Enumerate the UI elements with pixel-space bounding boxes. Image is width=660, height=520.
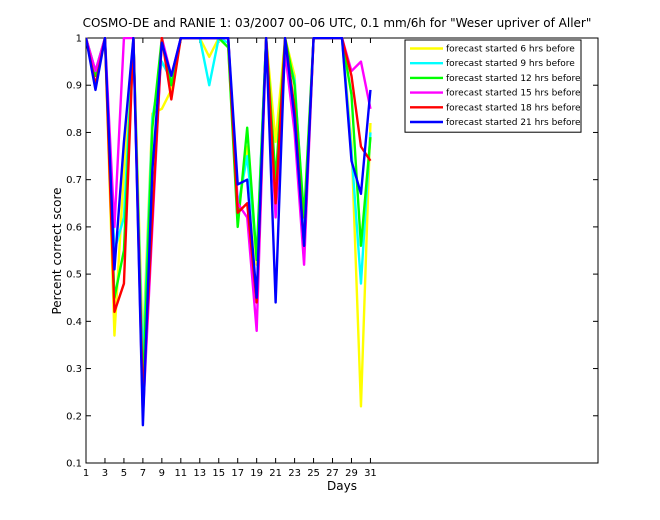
x-axis-label: Days bbox=[327, 479, 357, 493]
x-tick-label: 1 bbox=[83, 468, 89, 479]
legend-label: forecast started 18 hrs before bbox=[446, 103, 581, 113]
x-tick-label: 21 bbox=[269, 468, 282, 479]
legend-label: forecast started 15 hrs before bbox=[446, 89, 581, 99]
chart-title: COSMO-DE and RANIE 1: 03/2007 00–06 UTC,… bbox=[83, 16, 592, 30]
y-tick-label: 0.1 bbox=[66, 459, 82, 470]
x-tick-label: 19 bbox=[250, 468, 263, 479]
series-line-6 bbox=[86, 37, 372, 427]
x-tick-label: 7 bbox=[140, 468, 146, 479]
y-tick-label: 0.3 bbox=[66, 364, 82, 375]
y-tick-label: 0.9 bbox=[66, 81, 82, 92]
x-tick-label: 29 bbox=[345, 468, 358, 479]
x-tick-label: 5 bbox=[121, 468, 127, 479]
x-tick-label: 31 bbox=[364, 468, 377, 479]
x-tick-label: 15 bbox=[212, 468, 225, 479]
y-tick-label: 0.8 bbox=[66, 128, 82, 139]
y-tick-label: 0.6 bbox=[66, 222, 82, 233]
plot-area: 1 3 5 7 9 11 13 15 17 19 21 23 25 27 29 310.10.20.30.40… bbox=[66, 34, 599, 479]
legend-label: forecast started 21 hrs before bbox=[446, 118, 581, 128]
y-tick-label: 0.7 bbox=[66, 175, 82, 186]
y-tick-label: 0.2 bbox=[66, 411, 82, 422]
x-tick-label: 17 bbox=[231, 468, 244, 479]
legend-label: forecast started 6 hrs before bbox=[446, 45, 575, 55]
x-tick-label: 25 bbox=[307, 468, 320, 479]
x-tick-label: 27 bbox=[326, 468, 339, 479]
y-axis-label: Percent correct score bbox=[50, 187, 64, 314]
y-tick-label: 1 bbox=[76, 34, 82, 45]
y-tick-label: 0.4 bbox=[66, 317, 82, 328]
x-tick-label: 11 bbox=[174, 468, 187, 479]
legend-box bbox=[404, 39, 582, 133]
x-tick-label: 9 bbox=[159, 468, 165, 479]
x-tick-label: 3 bbox=[102, 468, 108, 479]
y-tick-label: 0.5 bbox=[66, 270, 82, 281]
x-tick-label: 13 bbox=[193, 468, 206, 479]
legend-label: forecast started 12 hrs before bbox=[446, 74, 581, 84]
x-tick-label: 23 bbox=[288, 468, 301, 479]
legend-label: forecast started 9 hrs before bbox=[446, 59, 575, 69]
